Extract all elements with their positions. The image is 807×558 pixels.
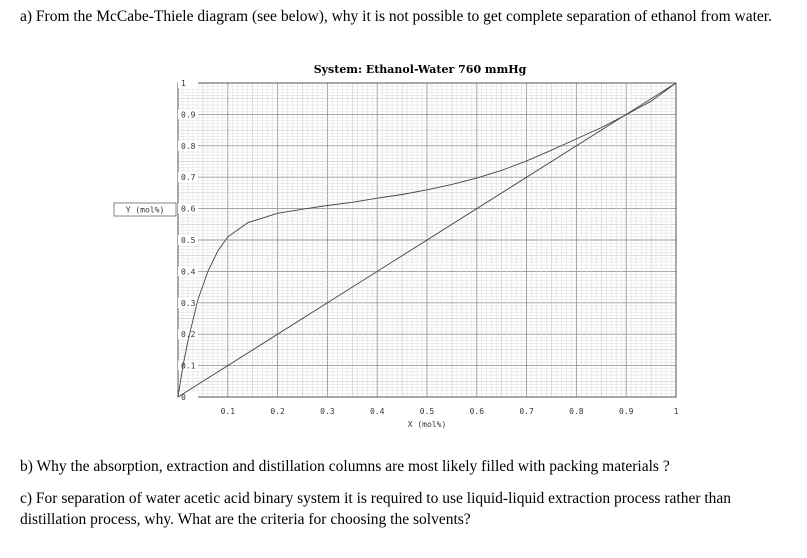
x-axis-label: X (mol%)	[408, 420, 447, 429]
x-tick-label: 0.8	[569, 407, 584, 416]
question-a: a) From the McCabe-Thiele diagram (see b…	[20, 8, 772, 25]
y-tick-label: 0.7	[181, 173, 196, 182]
y-tick-label-bg	[178, 297, 198, 308]
diagonal-line	[177, 82, 677, 398]
x-tick-label: 0.7	[519, 407, 534, 416]
x-tick-label: 0.5	[420, 407, 435, 416]
y-tick-label: 0.1	[181, 362, 196, 371]
y-tick-label-bg	[178, 266, 198, 277]
y-tick-label: 0	[181, 393, 186, 402]
y-axis-label: Y (mol%)	[126, 206, 165, 215]
x-tick-label: 0.6	[470, 407, 485, 416]
y-tick-label-bg	[178, 360, 198, 371]
y-tick-label-bg	[178, 203, 198, 214]
x-tick-label: 0.9	[619, 407, 634, 416]
y-tick-label-bg	[178, 392, 198, 402]
y-tick-label-bg	[178, 172, 198, 183]
x-axis-ticks: 0.1 0.2 0.3 0.4 0.5 0.6 0.7 0.8 0.9 1	[221, 407, 679, 416]
chart-grid	[177, 82, 677, 398]
x-tick-label: 1	[674, 407, 679, 416]
y-tick-label: 0.4	[181, 267, 196, 276]
question-b: b) Why the absorption, extraction and di…	[20, 458, 670, 475]
chart-series	[177, 82, 677, 398]
y-tick-label-bg	[178, 140, 198, 151]
chart-title: System: Ethanol-Water 760 mmHg	[314, 63, 527, 76]
x-tick-label: 0.1	[221, 407, 236, 416]
y-tick-label-bg	[178, 109, 198, 120]
x-tick-label: 0.3	[320, 407, 335, 416]
y-tick-label: 1	[181, 79, 186, 88]
y-tick-label: 0.2	[181, 330, 196, 339]
y-tick-label: 0.8	[181, 142, 196, 151]
y-tick-label: 0.5	[181, 236, 196, 245]
equilibrium-curve	[177, 82, 677, 398]
y-axis-ticks: 0 0.1 0.2 0.3 0.4 0.5 0.6 0.7 0.8 0.9 1	[178, 78, 198, 402]
x-tick-label: 0.4	[370, 407, 385, 416]
y-tick-label-bg	[178, 235, 198, 245]
y-tick-label: 0.3	[181, 299, 196, 308]
y-axis-label-box	[113, 202, 177, 217]
y-tick-label: 0.6	[181, 205, 196, 214]
y-tick-label-bg	[178, 329, 198, 340]
y-tick-label: 0.9	[181, 110, 196, 119]
question-c: c) For separation of water acetic acid b…	[20, 490, 732, 528]
x-tick-label: 0.2	[270, 407, 285, 416]
y-tick-label-bg	[178, 78, 198, 88]
